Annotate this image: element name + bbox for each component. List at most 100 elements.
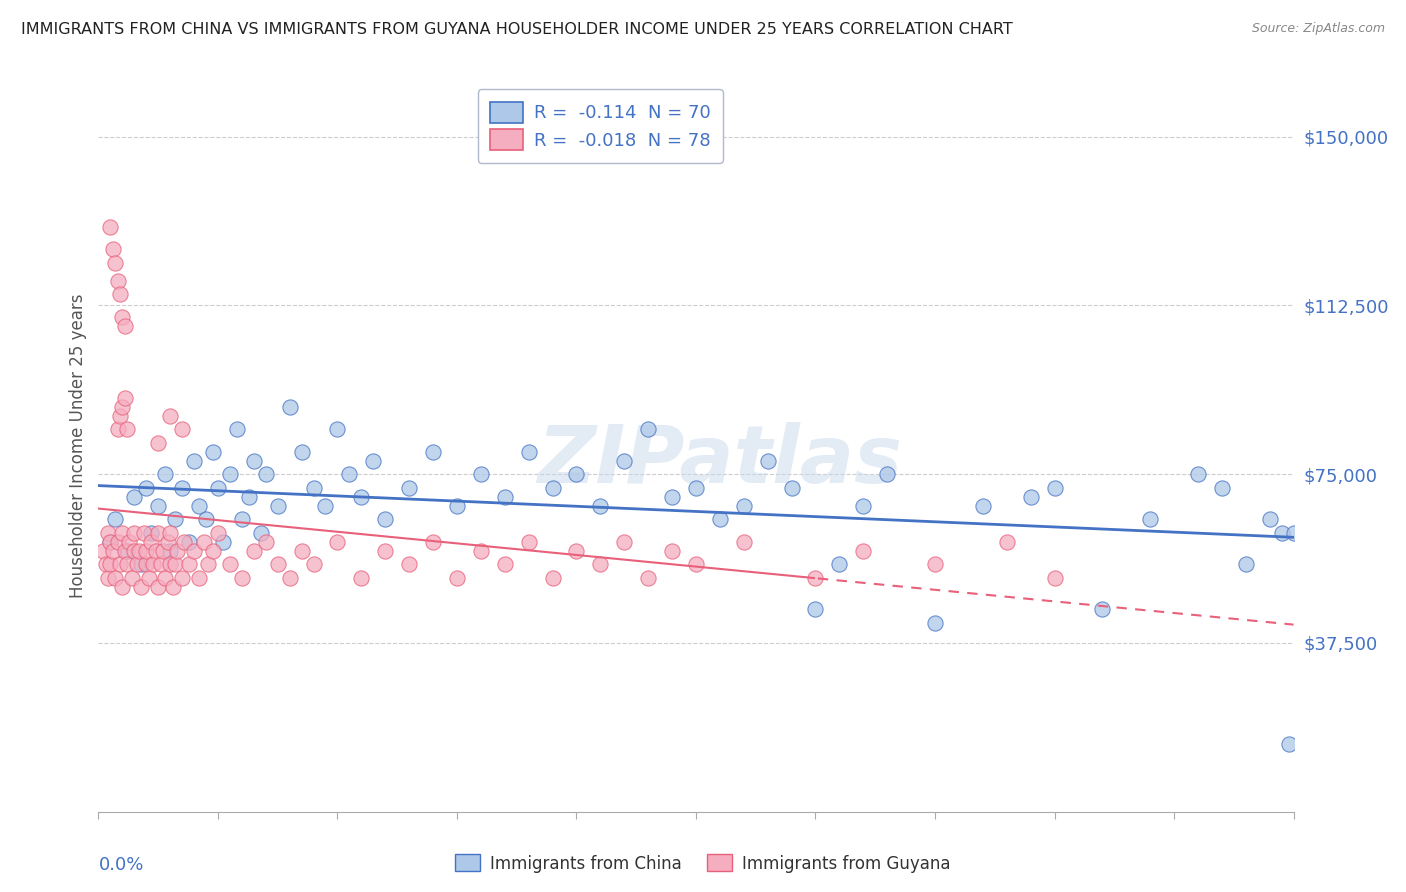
Point <box>115 543 138 558</box>
Point <box>115 557 138 571</box>
Point <box>924 557 946 571</box>
Point <box>139 534 162 549</box>
Point <box>1043 571 1066 585</box>
Point <box>131 557 153 571</box>
Point <box>166 543 188 558</box>
Point <box>517 444 540 458</box>
Point <box>363 453 385 467</box>
Point <box>1282 525 1305 540</box>
Point <box>780 481 803 495</box>
Point <box>995 534 1018 549</box>
Point <box>98 534 122 549</box>
Point <box>374 512 396 526</box>
Point <box>219 557 242 571</box>
Point <box>142 557 165 571</box>
Point <box>733 499 755 513</box>
Point <box>254 534 277 549</box>
Point <box>326 422 349 436</box>
Point <box>350 571 373 585</box>
Point <box>517 534 540 549</box>
Point <box>756 453 779 467</box>
Point <box>267 499 290 513</box>
Point <box>565 543 588 558</box>
Point <box>446 571 468 585</box>
Point <box>118 534 141 549</box>
Point <box>250 525 273 540</box>
Point <box>733 534 755 549</box>
Point <box>135 557 157 571</box>
Point <box>243 543 266 558</box>
Point <box>326 534 349 549</box>
Point <box>852 543 875 558</box>
Point <box>1258 512 1281 526</box>
Point <box>152 543 174 558</box>
Point <box>139 525 162 540</box>
Point <box>145 543 167 558</box>
Point <box>115 422 138 436</box>
Point <box>709 512 731 526</box>
Point <box>159 409 181 423</box>
Point <box>637 571 659 585</box>
Point <box>135 481 157 495</box>
Point <box>101 242 124 256</box>
Point <box>197 557 219 571</box>
Point <box>187 571 209 585</box>
Text: 0.0%: 0.0% <box>98 855 143 873</box>
Point <box>924 615 946 630</box>
Point <box>148 525 170 540</box>
Point <box>202 444 225 458</box>
Point <box>111 525 134 540</box>
Point <box>254 467 277 482</box>
Point <box>804 602 827 616</box>
Point <box>852 499 875 513</box>
Point <box>104 571 127 585</box>
Legend: R =  -0.114  N = 70, R =  -0.018  N = 78: R = -0.114 N = 70, R = -0.018 N = 78 <box>478 89 723 162</box>
Text: IMMIGRANTS FROM CHINA VS IMMIGRANTS FROM GUYANA HOUSEHOLDER INCOME UNDER 25 YEAR: IMMIGRANTS FROM CHINA VS IMMIGRANTS FROM… <box>21 22 1012 37</box>
Point <box>804 571 827 585</box>
Point <box>179 534 201 549</box>
Point <box>98 534 122 549</box>
Point <box>661 543 683 558</box>
Point <box>94 557 117 571</box>
Text: Source: ZipAtlas.com: Source: ZipAtlas.com <box>1251 22 1385 36</box>
Point <box>163 512 186 526</box>
Point <box>121 571 143 585</box>
Point <box>132 525 155 540</box>
Point <box>193 534 215 549</box>
Point <box>108 557 131 571</box>
Point <box>124 525 146 540</box>
Point <box>231 571 253 585</box>
Point <box>541 571 564 585</box>
Point <box>202 543 225 558</box>
Point <box>159 543 181 558</box>
Point <box>107 534 129 549</box>
Text: ZIPatlas: ZIPatlas <box>537 422 903 500</box>
Point <box>302 557 325 571</box>
Point <box>173 534 195 549</box>
Point <box>1271 525 1294 540</box>
Point <box>398 481 420 495</box>
Point <box>541 481 564 495</box>
Point <box>179 557 201 571</box>
Point <box>267 557 290 571</box>
Point <box>172 481 194 495</box>
Point <box>315 499 337 513</box>
Point <box>172 422 194 436</box>
Point <box>422 534 444 549</box>
Legend: Immigrants from China, Immigrants from Guyana: Immigrants from China, Immigrants from G… <box>449 847 957 880</box>
Point <box>156 534 179 549</box>
Point <box>195 512 218 526</box>
Point <box>565 467 588 482</box>
Point <box>135 543 157 558</box>
Point <box>1211 481 1233 495</box>
Point <box>374 543 396 558</box>
Point <box>183 543 205 558</box>
Point <box>422 444 444 458</box>
Point <box>446 499 468 513</box>
Point <box>114 318 136 333</box>
Point <box>972 499 994 513</box>
Point <box>1139 512 1161 526</box>
Point <box>104 255 127 269</box>
Point <box>124 543 146 558</box>
Point <box>148 435 170 450</box>
